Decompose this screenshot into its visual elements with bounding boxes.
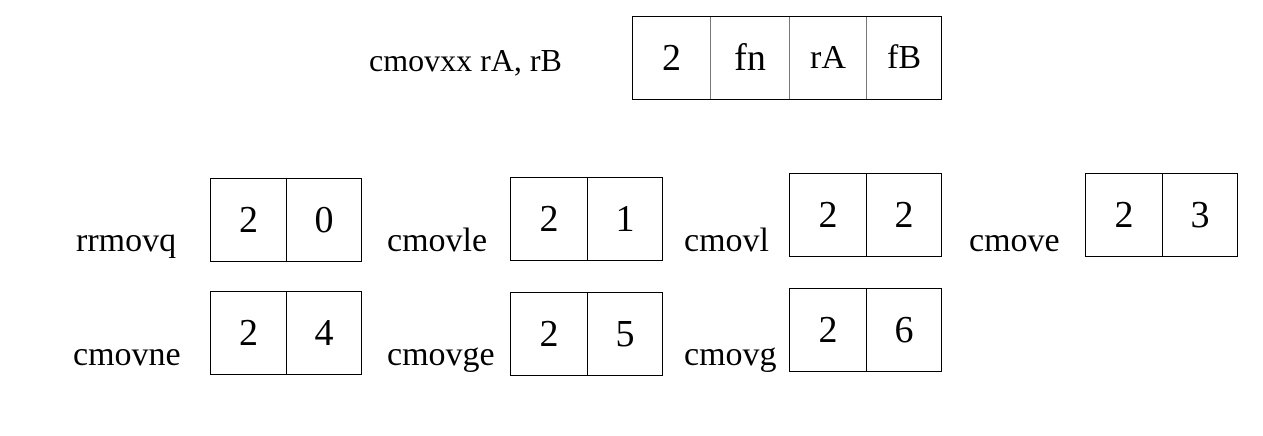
format-field-fn: fn <box>710 17 789 99</box>
instr-encoding-box: 2 5 <box>510 292 663 376</box>
icode-cell: 2 <box>539 313 559 355</box>
fn-cell: 5 <box>587 293 662 375</box>
icode-cell: 2 <box>239 312 258 354</box>
instr-label: cmovl <box>684 222 769 259</box>
format-field-ra: rA <box>789 17 866 99</box>
instr-encoding-box: 2 0 <box>210 178 362 262</box>
fn-cell: 6 <box>866 289 941 371</box>
instr-label: rrmovq <box>76 222 177 259</box>
fn-cell: 3 <box>1162 174 1237 256</box>
instr-label: cmovg <box>684 336 777 373</box>
format-encoding-box: 2 fn rA fB <box>632 16 942 100</box>
fn-cell: 0 <box>286 179 361 261</box>
format-field-icode: 2 <box>662 37 681 79</box>
instr-label: cmovge <box>387 336 495 373</box>
format-label: cmovxx rA, rB <box>369 42 562 78</box>
icode-cell: 2 <box>539 198 559 240</box>
format-field-rb: fB <box>866 17 941 99</box>
instr-encoding-box: 2 6 <box>789 288 942 372</box>
fn-cell: 4 <box>286 292 361 374</box>
instr-label: cmovle <box>387 222 488 259</box>
icode-cell: 2 <box>818 194 838 236</box>
instr-label: cmovne <box>73 336 181 373</box>
icode-cell: 2 <box>239 199 258 241</box>
fn-cell: 1 <box>587 178 662 260</box>
icode-cell: 2 <box>818 309 838 351</box>
instr-label: cmove <box>969 222 1060 259</box>
instr-encoding-box: 2 3 <box>1085 173 1238 257</box>
icode-cell: 2 <box>1114 194 1134 236</box>
fn-cell: 2 <box>866 174 941 256</box>
instr-encoding-box: 2 4 <box>210 291 362 375</box>
instr-encoding-box: 2 2 <box>789 173 942 257</box>
instr-encoding-box: 2 1 <box>510 177 663 261</box>
